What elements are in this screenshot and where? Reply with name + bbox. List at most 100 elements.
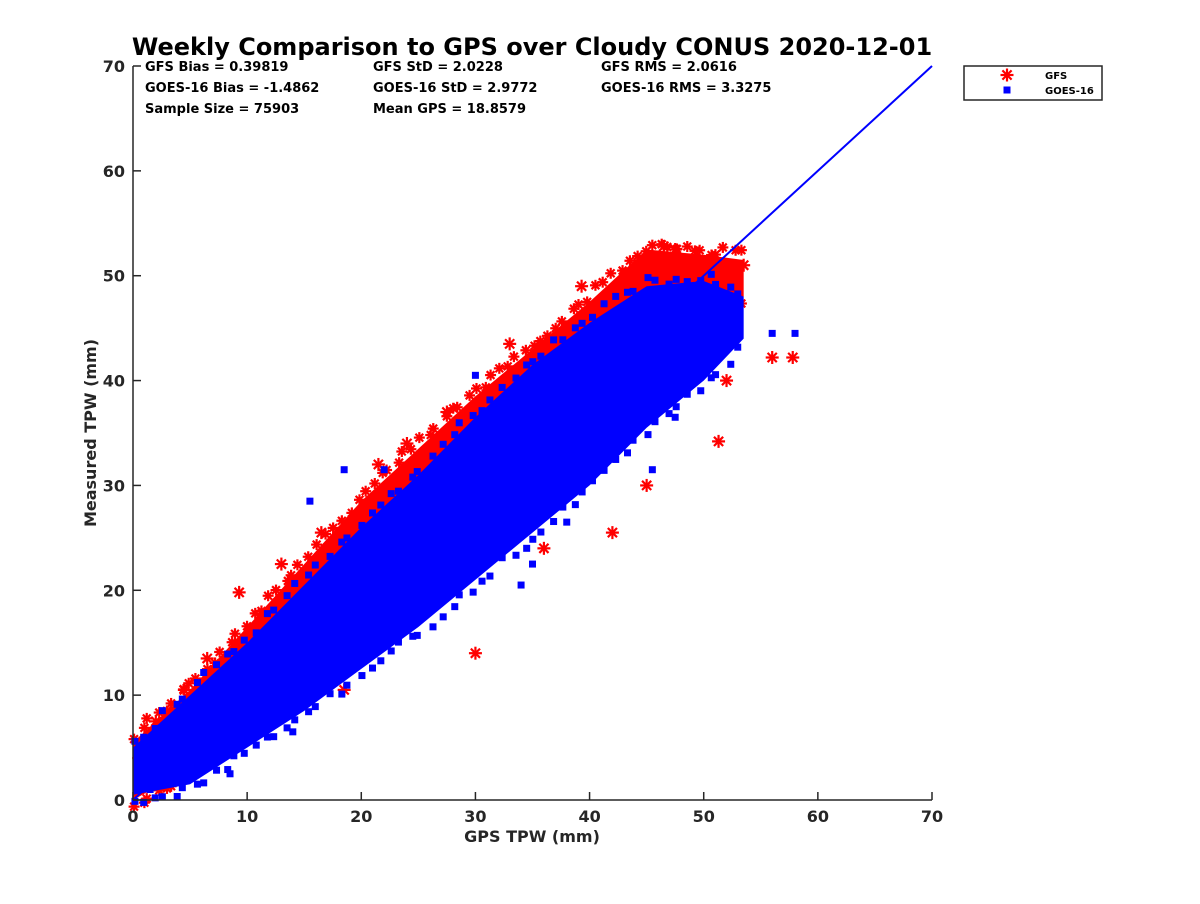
gfs-point	[720, 374, 734, 388]
gfs-point	[537, 541, 551, 555]
goes-16-point	[413, 631, 421, 639]
goes-16-point	[283, 724, 291, 732]
gfs-point	[668, 243, 682, 256]
goes-16-point	[486, 572, 494, 580]
goes-16-point	[623, 288, 631, 296]
gfs-point	[520, 344, 532, 356]
goes-16-point	[537, 528, 545, 536]
axes-layer: 0 10 20 30 40 50 60 70 0 10 20 30 40 50 60 70	[103, 57, 943, 826]
goes-16-point	[644, 431, 652, 439]
y-tick-label: 70	[103, 57, 125, 76]
y-tick-label: 0	[114, 791, 125, 810]
gfs-point	[214, 646, 226, 658]
gfs-point	[354, 494, 366, 506]
gfs-point	[493, 362, 505, 374]
goes-16-point	[637, 303, 645, 311]
goes-16-point	[131, 737, 139, 745]
goes-16-point	[712, 280, 720, 288]
goes-16-point	[563, 518, 571, 526]
gfs-point	[270, 584, 282, 596]
goes-16-point	[200, 669, 208, 677]
goes-16-point	[523, 544, 531, 552]
goes-16-point	[380, 466, 388, 474]
reference-line	[132, 65, 933, 801]
goes-16-point	[243, 660, 251, 668]
goes-16-point	[263, 733, 271, 741]
goes-16-point	[612, 455, 620, 463]
gfs-point	[681, 241, 693, 253]
gfs-point	[588, 300, 602, 314]
goes-16-point	[413, 468, 421, 476]
x-axis-label: GPS TPW (mm)	[464, 827, 600, 846]
gfs-point	[624, 255, 636, 267]
gfs-point	[503, 337, 517, 351]
goes-16-point	[498, 383, 506, 391]
goes-16-point	[338, 690, 346, 698]
gfs-point	[138, 722, 150, 734]
goes-16-point	[146, 786, 154, 794]
goes-16-point	[498, 554, 506, 562]
goes-16-point	[338, 538, 346, 546]
goes-16-point	[623, 449, 631, 457]
gfs-point	[502, 360, 514, 372]
gfs-point	[369, 477, 381, 489]
goes-16-point	[140, 733, 148, 741]
goes-16-point	[158, 707, 166, 715]
goes-16-point	[469, 588, 477, 596]
gfs-point	[393, 457, 405, 469]
goes-16-point	[478, 577, 486, 585]
gfs-point	[311, 539, 323, 551]
goes-16-point	[683, 278, 691, 286]
goes-16-point	[270, 606, 278, 614]
goes-16-point	[291, 579, 299, 587]
gfs-point	[302, 551, 314, 563]
gfs-point	[470, 382, 482, 394]
gfs-point	[200, 651, 214, 665]
legend: GFS GOES-16	[963, 65, 1103, 101]
stat-gfs-std: GFS StD = 2.0228	[373, 60, 503, 75]
stat-mean-gps: Mean GPS = 18.8579	[373, 102, 526, 117]
goes-16-point	[707, 374, 715, 382]
legend-label-goes-16: GOES-16	[1045, 86, 1094, 97]
goes-16-point	[768, 329, 776, 337]
goes-16-point	[326, 690, 334, 698]
gfs-point	[451, 401, 463, 413]
x-tick-label: 50	[693, 807, 715, 826]
gfs-point	[735, 244, 747, 256]
gfs-point	[575, 279, 589, 293]
goes-16-point	[455, 419, 463, 427]
goes-16-point	[455, 591, 463, 599]
goes-16-point	[728, 329, 736, 337]
goes-16-point	[193, 780, 201, 788]
gfs-point	[177, 683, 191, 697]
y-tick-label: 10	[103, 686, 125, 705]
goes-16-point	[629, 287, 637, 295]
goes-16-point-cloud	[133, 280, 744, 795]
goes-16-point	[571, 324, 579, 332]
x-tick-label: 60	[807, 807, 829, 826]
gfs-point	[371, 457, 385, 471]
gfs-point	[581, 296, 593, 308]
goes-16-point	[369, 509, 377, 517]
gfs-point	[541, 330, 553, 342]
goes-16-point	[734, 343, 742, 351]
goes-16-point	[283, 592, 291, 600]
goes-16-point	[451, 431, 459, 439]
goes-16-point	[326, 552, 334, 560]
gfs-point	[360, 485, 372, 497]
y-axis-label: Measured TPW (mm)	[81, 339, 100, 527]
goes-16-point	[270, 733, 278, 741]
gfs-point	[605, 526, 619, 540]
gfs-point	[786, 351, 800, 365]
goes-16-point	[224, 766, 232, 774]
series-goes-16	[131, 270, 799, 806]
goes-16-point	[588, 313, 596, 321]
gfs-point	[597, 276, 609, 288]
gfs-point	[534, 335, 546, 347]
goes-16-point	[529, 560, 536, 568]
goes-16-point	[529, 358, 537, 366]
goes-16-point	[600, 466, 608, 474]
goes-16-point	[252, 741, 260, 749]
chart-title: Weekly Comparison to GPS over Cloudy CON…	[132, 33, 932, 61]
gfs-point	[241, 620, 253, 632]
